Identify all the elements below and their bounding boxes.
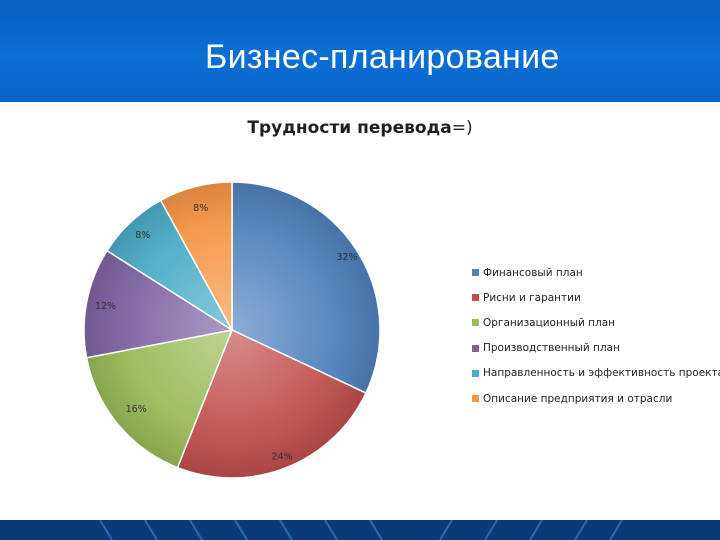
footer-pattern [99,520,623,540]
chart-title: Трудности перевода=) [0,118,720,138]
legend-item: Финансовый план [472,260,720,285]
legend-item: Производственный план [472,336,720,361]
slice-label: 8% [193,203,208,214]
legend-label: Финансовый план [483,266,583,279]
legend-label: Направленность и эффективность проекта [483,367,720,380]
slice-label: 24% [272,452,293,463]
slice-label: 16% [126,404,147,415]
legend-swatch [472,319,479,327]
chart-title-suffix: =) [451,118,473,138]
chart-title-main: Трудности перевода [247,118,452,138]
legend-label: Описание предприятия и отрасли [483,392,673,405]
slide-header: Бизнес-планирование [0,0,720,102]
legend-item: Рисни и гарантии [472,285,720,310]
legend-label: Производственный план [483,342,620,355]
pie-slice [231,181,381,395]
chart-legend: Финансовый план Рисни и гарантии Организац… [472,260,720,411]
pie-labels: 32% 24% 16% 12% 8% 8% [95,203,358,462]
legend-label: Рисни и гарантии [483,291,581,304]
slide-title: Бизнес-планирование [205,38,560,76]
pie-slice [176,328,367,479]
pie-slice [159,181,233,331]
pie-slice [85,329,234,469]
legend-swatch [472,294,479,302]
legend-swatch [472,395,479,403]
slice-label: 12% [95,301,116,312]
pie-slice [83,249,235,359]
legend-label: Организационный план [483,316,616,329]
pie-slices [83,181,381,479]
slice-label: 8% [135,230,150,241]
legend-swatch [472,344,479,352]
legend-swatch [472,369,479,377]
slide-footer [0,520,720,540]
legend-item: Направленность и эффективность проекта [472,361,720,386]
slice-label: 32% [336,252,357,263]
legend-swatch [472,269,479,277]
legend-item: Описание предприятия и отрасли [472,386,720,411]
legend-item: Организационный план [472,310,720,335]
